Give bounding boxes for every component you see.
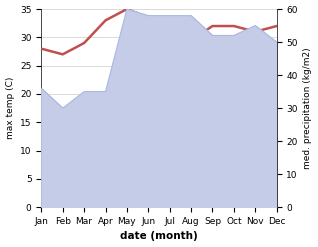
Y-axis label: max temp (C): max temp (C) (5, 77, 15, 139)
X-axis label: date (month): date (month) (120, 231, 198, 242)
Y-axis label: med. precipitation (kg/m2): med. precipitation (kg/m2) (303, 47, 313, 169)
